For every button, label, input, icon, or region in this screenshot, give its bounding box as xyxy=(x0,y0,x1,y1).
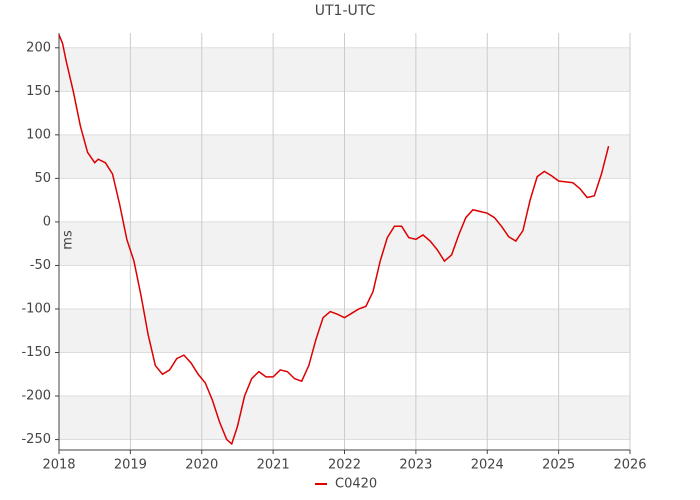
x-tick-label: 2021 xyxy=(257,458,290,473)
y-tick-label: -150 xyxy=(21,345,51,360)
y-tick-label: 100 xyxy=(26,127,51,142)
y-tick-label: 0 xyxy=(43,214,51,229)
y-tick-label: -200 xyxy=(21,389,51,404)
y-axis-label: ms xyxy=(61,230,76,250)
x-tick-label: 2019 xyxy=(114,458,147,473)
data-line xyxy=(58,34,610,446)
y-tick-label: -250 xyxy=(21,432,51,447)
legend-label: C0420 xyxy=(335,477,377,492)
x-tick-label: 2025 xyxy=(542,458,575,473)
y-tick-label: 150 xyxy=(26,84,51,99)
x-tick-label: 2020 xyxy=(185,458,218,473)
x-tick-label: 2024 xyxy=(471,458,504,473)
chart-title: UT1-UTC xyxy=(315,3,376,19)
y-tick-label: -100 xyxy=(21,301,51,316)
x-tick-label: 2018 xyxy=(42,458,75,473)
y-tick-label: 50 xyxy=(34,171,51,186)
y-tick-label: -50 xyxy=(30,258,51,273)
x-tick-label: 2023 xyxy=(399,458,432,473)
x-tick-label: 2022 xyxy=(328,458,361,473)
y-tick-label: 200 xyxy=(26,40,51,55)
x-tick-label: 2026 xyxy=(613,458,646,473)
